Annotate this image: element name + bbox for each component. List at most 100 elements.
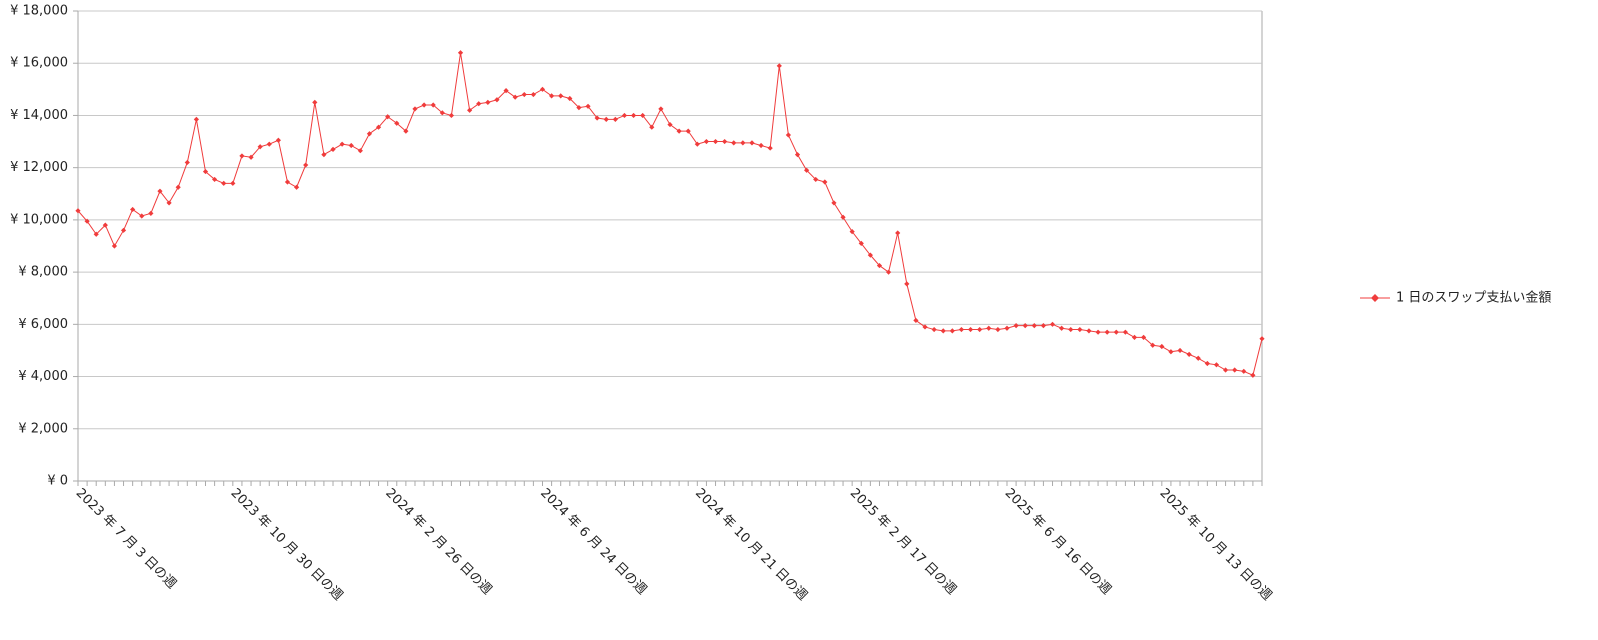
data-point — [895, 230, 901, 236]
data-point — [703, 138, 710, 145]
data-point — [995, 326, 1001, 333]
data-point — [904, 281, 910, 287]
data-point — [494, 97, 500, 103]
data-point — [813, 176, 819, 183]
data-point — [1141, 334, 1147, 340]
data-point — [1031, 323, 1037, 329]
data-point — [184, 159, 190, 166]
data-point — [649, 124, 655, 130]
y-tick-label: ¥ 12,000 — [10, 160, 68, 175]
data-point — [585, 103, 591, 109]
data-point — [1077, 326, 1083, 333]
data-point — [840, 214, 846, 220]
data-point — [967, 326, 974, 333]
data-point — [375, 124, 382, 130]
data-point — [594, 115, 600, 121]
data-point — [394, 120, 400, 126]
data-point — [1004, 325, 1010, 331]
data-point — [1104, 329, 1110, 335]
data-point — [749, 140, 755, 146]
data-point — [758, 142, 764, 149]
data-point — [120, 227, 127, 233]
data-point — [831, 200, 837, 206]
legend-label: 1 日のスワップ支払い金額 — [1396, 290, 1551, 306]
data-point — [293, 184, 300, 190]
data-point — [448, 112, 455, 119]
data-point — [640, 112, 646, 119]
data-point — [849, 229, 855, 235]
y-tick-label: ¥ 6,000 — [18, 317, 68, 332]
x-tick-label: 2023 年 10 月 30 日の週 — [228, 486, 346, 604]
data-point — [130, 206, 136, 213]
data-point — [558, 93, 564, 99]
x-tick-label: 2025 年 6 月 16 日の週 — [1002, 486, 1114, 598]
data-point — [676, 128, 682, 134]
data-point — [339, 141, 345, 147]
data-point — [958, 326, 965, 333]
data-point — [1168, 349, 1174, 355]
data-point — [248, 154, 254, 160]
data-point — [275, 137, 281, 143]
data-point — [212, 176, 218, 183]
data-point — [321, 152, 327, 158]
data-point — [630, 112, 637, 119]
data-point — [977, 326, 983, 333]
x-tick-label: 2023 年 7 月 3 日の週 — [73, 486, 179, 592]
data-point — [876, 262, 883, 269]
data-point — [257, 144, 263, 150]
data-point — [740, 140, 746, 146]
data-point — [731, 140, 737, 146]
data-point — [139, 213, 145, 219]
data-point — [221, 180, 227, 186]
data-point — [75, 208, 81, 214]
series-line — [77, 52, 1263, 376]
data-point — [330, 146, 336, 152]
y-tick-label: ¥ 0 — [47, 474, 68, 489]
y-tick-label: ¥ 14,000 — [10, 108, 68, 123]
data-point — [539, 86, 546, 92]
data-point — [430, 102, 436, 108]
data-point — [804, 167, 810, 173]
data-point — [549, 93, 555, 99]
x-tick-label: 2024 年 10 月 21 日の週 — [692, 486, 810, 604]
data-point — [512, 94, 518, 100]
data-point — [266, 141, 272, 147]
x-tick-label: 2024 年 2 月 26 日の週 — [382, 486, 494, 598]
data-point — [239, 153, 245, 159]
data-point — [1213, 362, 1220, 368]
data-point — [421, 102, 427, 108]
data-point — [867, 252, 873, 258]
data-point — [712, 138, 719, 145]
data-point — [412, 106, 418, 112]
data-point — [485, 99, 491, 105]
data-point — [1068, 326, 1074, 333]
data-point — [521, 91, 527, 98]
y-tick-label: ¥ 4,000 — [18, 369, 68, 384]
data-point — [949, 328, 955, 334]
data-point — [385, 114, 391, 120]
data-point — [794, 152, 801, 158]
data-point — [986, 325, 992, 331]
data-point — [157, 188, 163, 194]
data-point — [612, 116, 618, 122]
data-point — [603, 116, 609, 122]
data-point — [694, 141, 700, 147]
data-point — [1059, 325, 1065, 331]
data-point — [885, 269, 892, 275]
y-tick-label: ¥ 2,000 — [18, 421, 68, 436]
data-point — [1122, 329, 1128, 335]
data-point — [1259, 336, 1265, 342]
data-point — [403, 128, 409, 134]
data-point — [230, 180, 236, 186]
data-point — [357, 148, 363, 154]
data-point — [1150, 342, 1156, 348]
data-point — [1049, 321, 1056, 327]
data-point — [567, 95, 573, 102]
x-tick-label: 2025 年 10 月 13 日の週 — [1157, 486, 1275, 604]
data-point — [913, 317, 919, 324]
data-point — [1086, 328, 1092, 334]
data-point — [457, 50, 464, 56]
data-point — [166, 200, 172, 206]
data-point — [1222, 367, 1229, 373]
